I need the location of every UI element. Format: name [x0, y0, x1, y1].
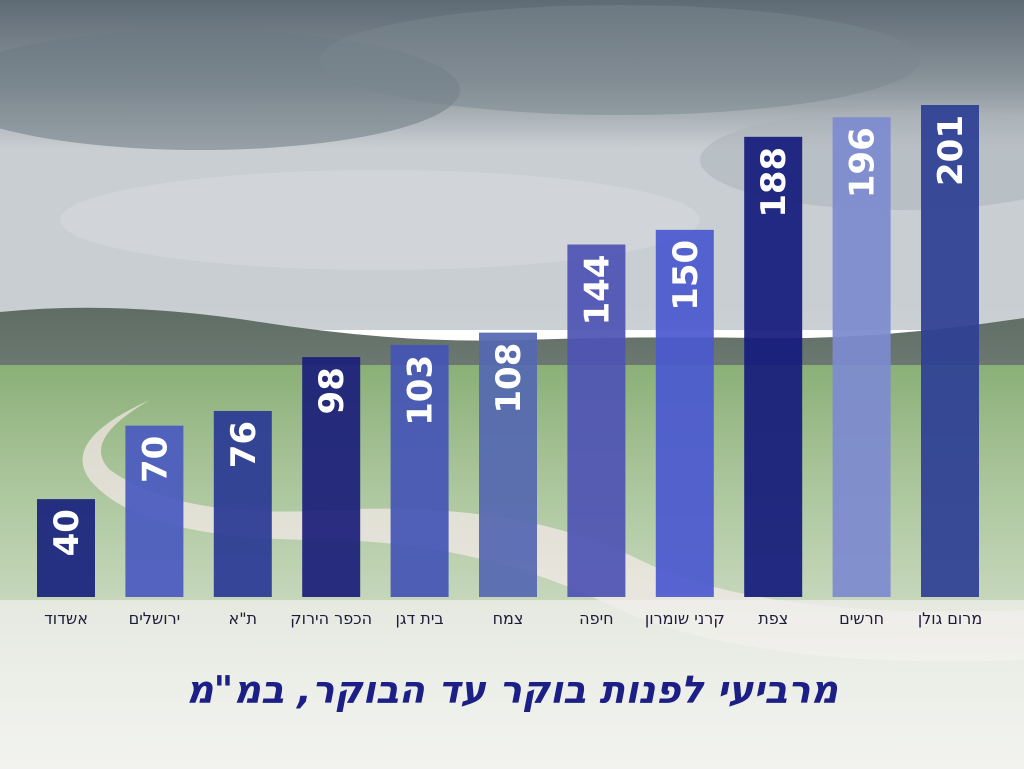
bar — [655, 229, 714, 597]
bar — [302, 357, 361, 597]
bar-value-label: 76 — [224, 421, 264, 468]
bar-value-label: 103 — [401, 355, 441, 426]
bar-value-label: 188 — [754, 147, 794, 218]
bar — [37, 499, 95, 597]
bar — [125, 425, 184, 597]
category-label: מרום גולן — [918, 609, 982, 628]
bar — [390, 344, 449, 597]
bar — [832, 117, 891, 598]
category-label: הכפר הירוק — [290, 609, 372, 628]
bar — [921, 105, 979, 597]
bar-value-label: 150 — [666, 240, 706, 311]
bar-value-label: 201 — [931, 115, 971, 186]
chart-title: מרביעי לפנות בוקר עד הבוקר, במ"מ — [186, 668, 838, 712]
bar — [479, 332, 537, 597]
category-label: ירושלים — [129, 609, 181, 628]
bar-value-label: 70 — [135, 436, 175, 483]
bar — [213, 410, 272, 597]
bar-value-label: 40 — [47, 509, 87, 556]
bar-value-label: 196 — [843, 127, 883, 198]
category-label: בית דגן — [396, 609, 444, 628]
category-label: אשדוד — [44, 609, 88, 628]
bar — [744, 136, 803, 597]
category-label: צפת — [758, 609, 788, 628]
bar-value-label: 144 — [577, 255, 617, 326]
category-label: חיפה — [579, 609, 613, 628]
category-label: צמח — [493, 609, 524, 628]
category-label: קרני שומרון — [645, 609, 725, 628]
bar-value-label: 98 — [312, 367, 352, 414]
bar-value-label: 108 — [489, 343, 529, 414]
category-label: ת"א — [229, 609, 258, 628]
category-label: חרשים — [839, 609, 884, 628]
bar — [567, 244, 626, 597]
